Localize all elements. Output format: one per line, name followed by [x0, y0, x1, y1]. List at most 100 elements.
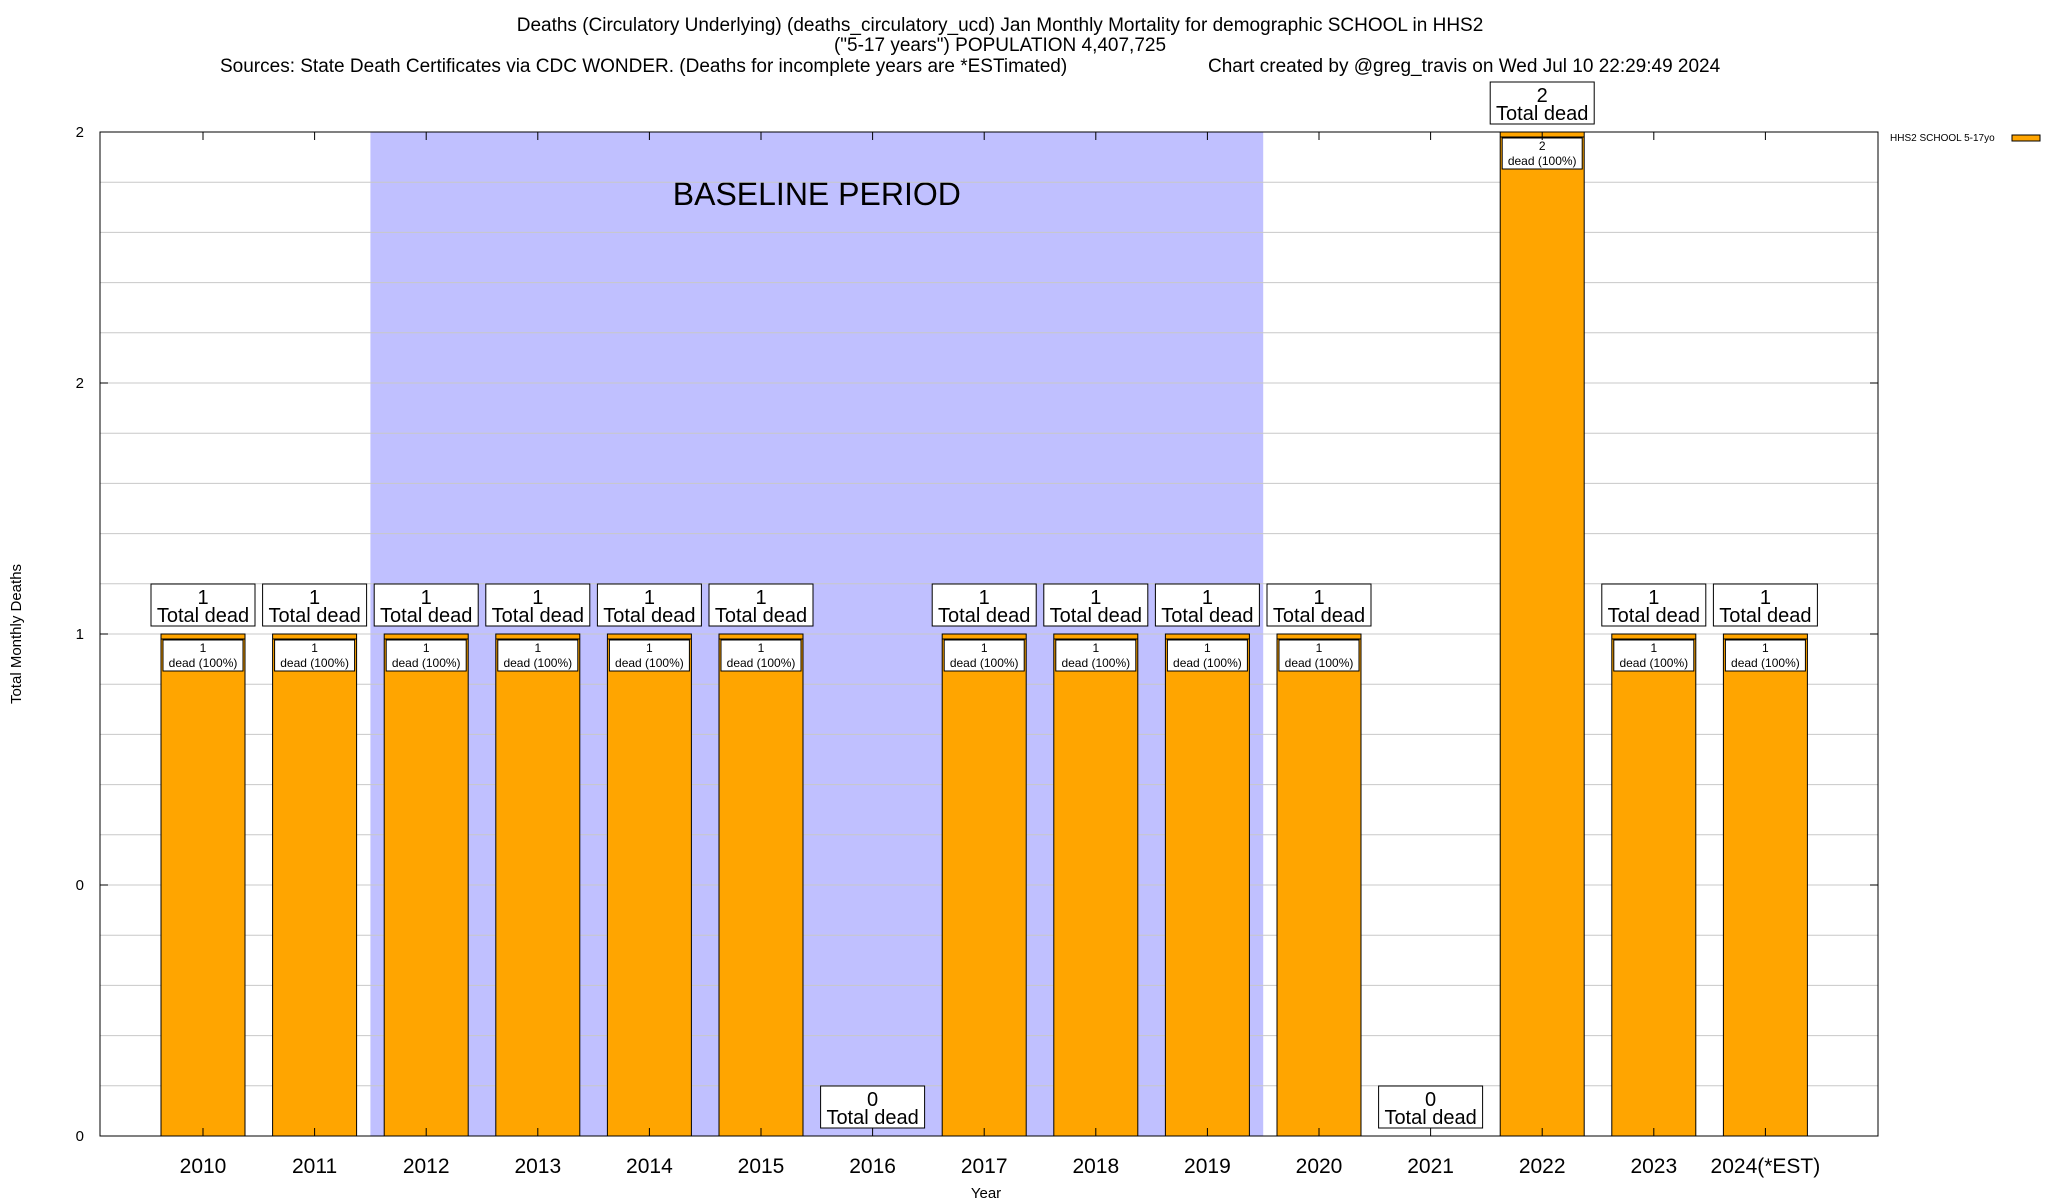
bar-inner-label: dead (100%) [280, 656, 349, 670]
legend: HHS2 SCHOOL 5-17yo [1890, 133, 2041, 144]
total-label: Total dead [1496, 103, 1588, 125]
bar-inner-label-box [943, 639, 1025, 672]
bar [383, 633, 469, 1137]
total-value: 1 [421, 587, 432, 609]
bar-inner-value: 1 [534, 641, 541, 655]
total-label-box [262, 583, 368, 627]
bar [606, 633, 692, 1137]
bar [718, 633, 804, 1137]
x-tick-label: 2024(*EST) [1711, 1155, 1821, 1178]
plot-frame [99, 131, 1879, 1137]
bar-inner-label-box [1278, 639, 1360, 672]
total-label: Total dead [492, 605, 584, 627]
bar-inner-value: 1 [200, 641, 207, 655]
x-tick-label: 2011 [292, 1155, 337, 1178]
total-label: Total dead [938, 605, 1030, 627]
bar-inner-value: 1 [1092, 641, 1099, 655]
bar-inner-label: dead (100%) [727, 656, 796, 670]
bar-inner-label: dead (100%) [392, 656, 461, 670]
x-tick-label: 2019 [1184, 1155, 1231, 1178]
total-label-box [373, 583, 479, 627]
x-axis-ticks: 2010 2011 2012 2013 2014 2015 2016 2017 2018 2019… [180, 132, 1821, 1178]
total-label-box [1712, 583, 1818, 627]
total-label-box [485, 583, 591, 627]
bar-inner-value: 1 [981, 641, 988, 655]
x-tick-label: 2010 [180, 1155, 227, 1178]
bar [1722, 633, 1808, 1137]
total-label-box [1266, 583, 1372, 627]
chart-title-line1: Deaths (Circulatory Underlying) (deaths_… [517, 15, 1484, 36]
x-tick-label: 2012 [403, 1155, 450, 1178]
bar-inner-label: dead (100%) [615, 656, 684, 670]
bar-inner-value: 1 [1650, 641, 1657, 655]
bar [1499, 131, 1585, 1137]
total-value: 1 [1202, 587, 1213, 609]
total-label-box [931, 583, 1037, 627]
y-axis-label: Total Monthly Deaths [8, 564, 25, 704]
total-value: 0 [867, 1089, 878, 1111]
total-label: Total dead [826, 1107, 918, 1129]
total-value: 1 [1648, 587, 1659, 609]
x-axis-label: Year [971, 1185, 1001, 1200]
y-tick-label: 2 [76, 124, 84, 141]
total-label-box [1378, 1085, 1484, 1129]
y-tick-label: 1 [76, 626, 84, 643]
bar-inner-label: dead (100%) [1173, 656, 1242, 670]
x-tick-label: 2021 [1407, 1155, 1454, 1178]
total-value: 1 [1313, 587, 1324, 609]
bar-inner-label: dead (100%) [950, 656, 1019, 670]
bar-inner-label-box [720, 639, 802, 672]
bar-inner-label-box [1055, 639, 1137, 672]
y-tick-label: 0 [76, 877, 84, 894]
chart-sources: Sources: State Death Certificates via CD… [220, 56, 1067, 77]
bar-inner-label-box [162, 639, 244, 672]
bar-inner-label: dead (100%) [1061, 656, 1130, 670]
bar-inner-value: 1 [646, 641, 653, 655]
total-label: Total dead [157, 605, 249, 627]
total-value: 1 [755, 587, 766, 609]
total-label: Total dead [1050, 605, 1142, 627]
bar-inner-label-box [1501, 137, 1583, 170]
bar [1611, 633, 1697, 1137]
total-label: Total dead [715, 605, 807, 627]
x-tick-label: 2014 [626, 1155, 673, 1178]
bar-inner-value: 1 [1204, 641, 1211, 655]
total-label-box [596, 583, 702, 627]
bar-inner-label-box [1166, 639, 1248, 672]
bar-inner-label: dead (100%) [503, 656, 572, 670]
bar-inner-value: 1 [1316, 641, 1323, 655]
total-value: 2 [1537, 85, 1548, 107]
chart-credit: Chart created by @greg_travis on Wed Jul… [1208, 56, 1721, 77]
total-value: 1 [197, 587, 208, 609]
bar-inner-label-box [385, 639, 467, 672]
total-label-box [1601, 583, 1707, 627]
total-label: Total dead [1384, 1107, 1476, 1129]
bar-inner-value: 1 [423, 641, 430, 655]
bar-inner-label-box [274, 639, 356, 672]
legend-swatch [2011, 134, 2041, 142]
total-label-box [1043, 583, 1149, 627]
bar [495, 633, 581, 1137]
bar-inner-value: 1 [311, 641, 318, 655]
total-value: 1 [644, 587, 655, 609]
x-tick-label: 2022 [1519, 1155, 1566, 1178]
bar-inner-label-box [1613, 639, 1695, 672]
bar-inner-value: 1 [758, 641, 765, 655]
bar [272, 633, 358, 1137]
bar-inner-label: dead (100%) [1731, 656, 1800, 670]
legend-label: HHS2 SCHOOL 5-17yo [1890, 133, 1995, 144]
bar [1164, 633, 1250, 1137]
total-label: Total dead [1273, 605, 1365, 627]
